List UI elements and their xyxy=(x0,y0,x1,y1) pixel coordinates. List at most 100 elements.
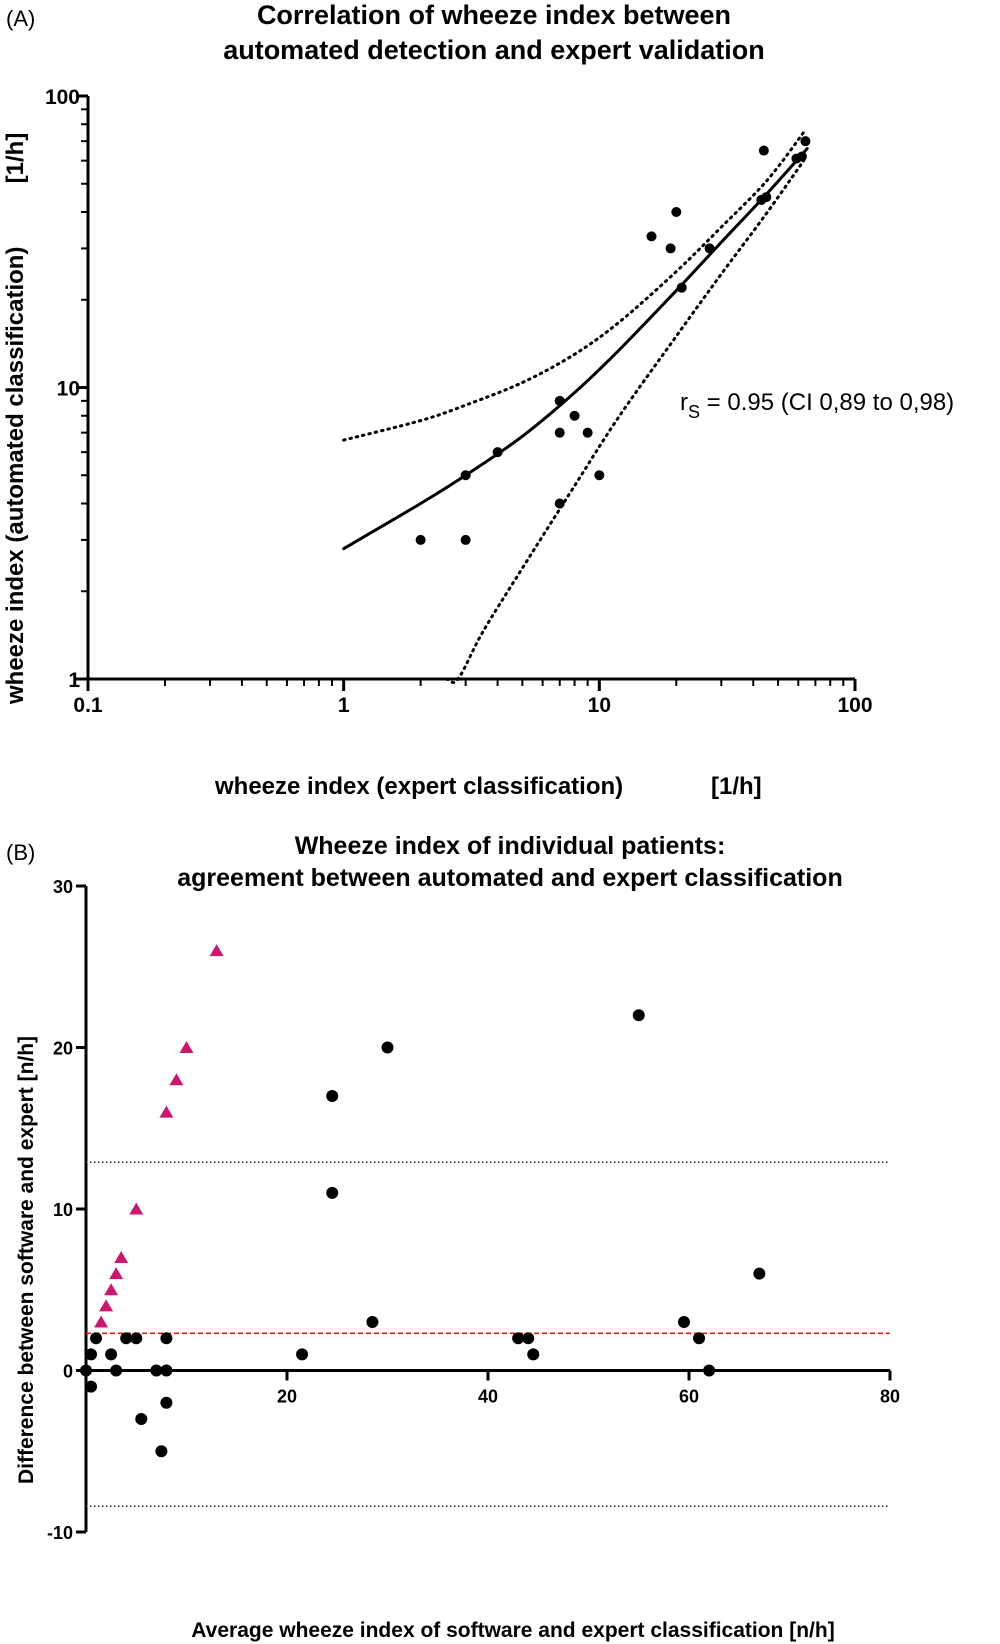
panel-a-title-line-1: Correlation of wheeze index between xyxy=(257,0,731,30)
data-point xyxy=(554,427,565,438)
circle-point xyxy=(160,1332,173,1345)
y-tick-label: 100 xyxy=(45,86,80,109)
data-point xyxy=(594,470,605,481)
panel-a-y-axis-unit: [1/h] xyxy=(2,133,29,184)
data-point xyxy=(704,243,715,254)
data-point xyxy=(460,534,471,545)
triangle-point xyxy=(114,1250,129,1263)
x-tick-label: 60 xyxy=(679,1387,699,1407)
data-point xyxy=(646,231,657,242)
panel-b-title-line-2: agreement between automated and expert c… xyxy=(177,864,842,892)
data-point xyxy=(665,243,676,254)
x-tick-label: 10 xyxy=(588,694,611,717)
ci-upper-curve xyxy=(342,130,806,442)
circle-point xyxy=(130,1332,143,1345)
panel-b-x-axis-label: Average wheeze index of software and exp… xyxy=(191,1619,834,1642)
circle-point xyxy=(326,1186,339,1199)
data-point xyxy=(676,282,687,293)
circle-point xyxy=(90,1332,103,1345)
ci-lower-curve xyxy=(341,159,806,684)
data-point xyxy=(582,427,593,438)
x-tick-label: 1 xyxy=(338,694,350,717)
panel-a-x-axis-label: wheeze index (expert classification) xyxy=(214,773,623,800)
x-tick-label: 20 xyxy=(277,1387,297,1407)
circle-point xyxy=(150,1364,163,1377)
data-point xyxy=(800,136,811,147)
panel-a-axes xyxy=(76,94,857,691)
data-point xyxy=(761,192,772,203)
regression-curve xyxy=(342,147,809,551)
circle-point xyxy=(753,1267,766,1280)
annotation-subscript: S xyxy=(688,402,700,422)
triangle-point xyxy=(159,1105,174,1118)
circle-point xyxy=(366,1316,379,1329)
circle-point xyxy=(85,1380,98,1393)
panel-b-axes xyxy=(76,884,892,1534)
circle-point xyxy=(120,1332,133,1345)
y-tick-label: 30 xyxy=(53,877,73,897)
y-tick-label: 1 xyxy=(68,669,80,692)
panel-b-points xyxy=(80,944,766,1458)
triangle-point xyxy=(99,1299,114,1312)
data-point xyxy=(460,470,471,481)
annotation-symbol: r xyxy=(680,389,688,416)
panel-b-reference-lines xyxy=(86,1161,890,1507)
triangle-point xyxy=(179,1041,194,1053)
circle-point xyxy=(296,1348,309,1361)
circle-point xyxy=(160,1396,173,1409)
circle-point xyxy=(522,1332,535,1345)
panel-b-title-line-1: Wheeze index of individual patients: xyxy=(295,832,726,860)
panel-b-tick-labels: 20 40 60 80 -10 0 10 20 30 xyxy=(47,877,900,1543)
panel-a-annotation: rS = 0.95 (CI 0,89 to 0,98) xyxy=(680,389,954,422)
data-point xyxy=(758,145,769,156)
triangle-point xyxy=(129,1202,144,1215)
data-point xyxy=(492,447,503,458)
circle-point xyxy=(326,1089,339,1102)
circle-point xyxy=(135,1412,148,1425)
panel-a-x-axis-unit: [1/h] xyxy=(711,773,762,800)
panel-a-points xyxy=(415,136,811,545)
triangle-point xyxy=(104,1283,119,1296)
panel-b: (B) Wheeze index of individual patients:… xyxy=(6,832,900,1642)
x-tick-label: 0.1 xyxy=(73,694,103,717)
panel-b-y-axis-label: Difference between software and expert [… xyxy=(15,1036,38,1484)
circle-point xyxy=(381,1041,394,1054)
data-point xyxy=(671,206,682,217)
x-tick-label: 100 xyxy=(837,694,872,717)
circle-point xyxy=(677,1316,690,1329)
circle-point xyxy=(110,1364,123,1377)
panel-a-y-axis-label: wheeze index (automated classification) xyxy=(2,247,29,705)
triangle-point xyxy=(109,1267,124,1280)
triangle-point xyxy=(209,944,224,957)
circle-point xyxy=(693,1332,706,1345)
panel-a-curves xyxy=(341,130,809,684)
annotation-text: = 0.95 (CI 0,89 to 0,98) xyxy=(700,389,954,416)
circle-point xyxy=(155,1445,168,1458)
circle-point xyxy=(703,1364,716,1377)
y-tick-label: 10 xyxy=(57,378,80,401)
data-point xyxy=(554,395,565,406)
y-tick-label: 20 xyxy=(53,1039,73,1059)
data-point xyxy=(415,534,426,545)
circle-point xyxy=(80,1364,92,1377)
circle-point xyxy=(632,1009,645,1022)
circle-point xyxy=(85,1348,98,1361)
circle-point xyxy=(160,1364,173,1377)
panel-a: (A) Correlation of wheeze index between … xyxy=(2,0,954,800)
circle-point xyxy=(527,1348,540,1361)
x-tick-label: 40 xyxy=(478,1387,498,1407)
panel-b-label: (B) xyxy=(6,840,35,865)
circle-point xyxy=(512,1332,525,1345)
y-tick-label: 10 xyxy=(53,1200,73,1220)
triangle-point xyxy=(169,1073,184,1086)
data-point xyxy=(796,151,807,162)
x-tick-label: 80 xyxy=(880,1387,900,1407)
panel-a-title-line-2: automated detection and expert validatio… xyxy=(223,35,765,65)
panel-a-label: (A) xyxy=(6,6,35,31)
triangle-point xyxy=(94,1315,109,1328)
y-tick-label: -10 xyxy=(47,1523,73,1543)
data-point xyxy=(569,410,580,421)
data-point xyxy=(554,498,565,509)
circle-point xyxy=(105,1348,118,1361)
